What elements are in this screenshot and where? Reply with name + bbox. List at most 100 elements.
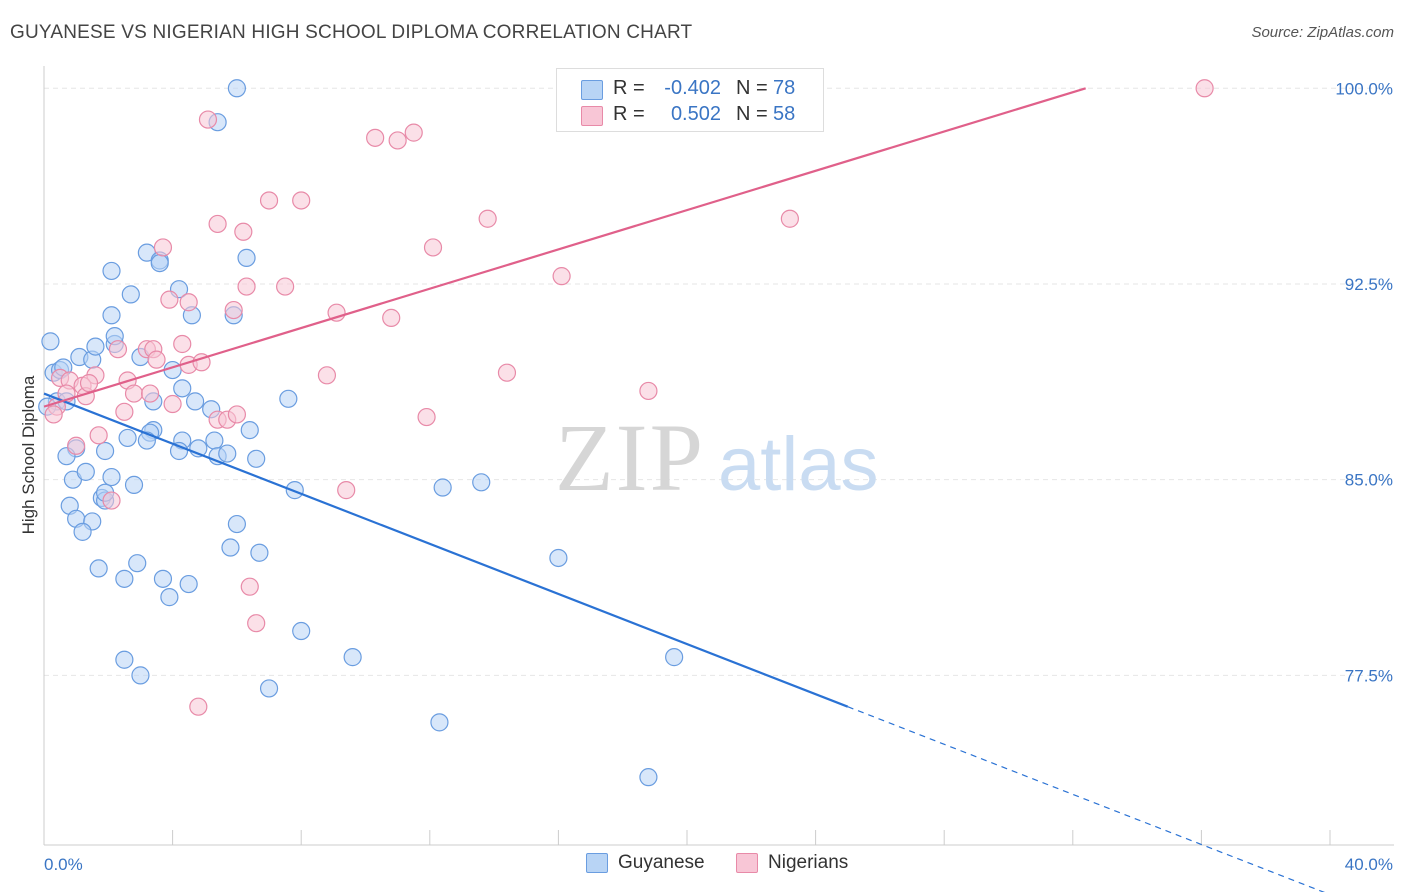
data-point [115, 650, 134, 669]
guyanese-swatch [581, 80, 603, 100]
axes [43, 66, 1394, 846]
data-point [366, 128, 385, 147]
series-nigerians-points [44, 79, 1214, 716]
trend-lines [43, 87, 1326, 892]
data-point [423, 238, 443, 257]
data-point [115, 569, 134, 588]
data-point [259, 679, 279, 698]
data-point [160, 588, 179, 607]
data-point [227, 405, 246, 424]
data-point [124, 475, 144, 494]
data-point [227, 79, 246, 98]
data-point [240, 421, 259, 440]
data-point [472, 473, 491, 492]
x-tick-label: 40.0% [1345, 855, 1393, 874]
data-point [250, 543, 269, 562]
data-point [343, 648, 362, 667]
data-point [417, 407, 436, 427]
r-value: -0.402 [664, 77, 721, 99]
data-point [121, 285, 140, 304]
data-point [208, 214, 227, 234]
x-tick-label: 0.0% [44, 855, 83, 874]
data-point [279, 389, 298, 408]
source-label: Source: ZipAtlas.com [1251, 24, 1394, 41]
stats-box: R = -0.402 N = 78 R = 0.502 N = 58 [556, 68, 824, 132]
data-point [131, 666, 150, 685]
data-point [79, 374, 99, 393]
data-point [240, 577, 259, 596]
data-point [639, 768, 658, 787]
data-point [382, 308, 401, 327]
data-point [198, 110, 218, 129]
data-point [173, 379, 192, 398]
y-tick-label: 85.0% [1345, 471, 1393, 490]
data-point [276, 277, 295, 296]
data-point [140, 384, 160, 403]
data-point [237, 248, 256, 267]
data-point [317, 366, 337, 385]
data-point [549, 548, 568, 568]
data-point [179, 574, 198, 594]
data-point [639, 381, 658, 401]
data-point [102, 261, 121, 281]
data-point [89, 559, 108, 578]
data-point [292, 621, 311, 641]
r-label: R = [613, 77, 645, 99]
nigerians-swatch [581, 106, 603, 126]
data-point [430, 713, 449, 732]
data-point [128, 554, 147, 573]
data-point [247, 614, 266, 633]
data-point [404, 123, 423, 142]
data-point [44, 405, 63, 424]
data-point [221, 538, 240, 557]
chart-title: GUYANESE VS NIGERIAN HIGH SCHOOL DIPLOMA… [10, 22, 693, 43]
data-point [665, 648, 684, 667]
y-axis-label: High School Diploma [19, 375, 38, 534]
n-value: 58 [773, 103, 796, 125]
data-point [102, 306, 121, 325]
data-point [337, 481, 356, 500]
data-point [205, 431, 224, 450]
guyanese-trend-extension [847, 706, 1326, 892]
data-point [153, 569, 173, 588]
data-point [234, 222, 253, 241]
data-point [478, 209, 497, 228]
data-point [433, 478, 452, 497]
data-point [292, 191, 311, 210]
data-point [118, 428, 137, 448]
data-point [227, 514, 246, 534]
nigerians-trend-line [43, 87, 1086, 408]
guyanese-legend-swatch [586, 853, 608, 873]
legend-label: Nigerians [768, 852, 849, 873]
data-point [1195, 79, 1214, 98]
data-point [86, 337, 105, 356]
data-point [163, 394, 182, 414]
data-point [76, 462, 95, 481]
data-point [186, 392, 205, 411]
guyanese-trend-line [43, 392, 849, 708]
data-point [102, 467, 121, 487]
data-point [173, 334, 192, 354]
watermark: ZIP atlas [555, 404, 879, 511]
data-point [224, 300, 243, 320]
data-point [147, 350, 166, 369]
watermark-atlas: atlas [718, 422, 879, 507]
r-label: R = [613, 103, 645, 125]
data-point [89, 426, 108, 445]
y-tick-label: 100.0% [1335, 79, 1393, 98]
data-point [179, 293, 198, 312]
data-point [150, 253, 169, 273]
data-point [259, 191, 279, 210]
watermark-zip: ZIP [555, 404, 705, 511]
data-point [218, 444, 237, 463]
data-point [160, 290, 179, 309]
r-value: 0.502 [670, 103, 721, 125]
data-point [497, 363, 517, 382]
data-point [41, 332, 60, 351]
nigerians-legend-swatch [736, 853, 758, 873]
data-point [552, 267, 571, 286]
data-point [73, 522, 92, 541]
n-label: N = [736, 77, 768, 99]
y-tick-label: 77.5% [1345, 666, 1393, 685]
